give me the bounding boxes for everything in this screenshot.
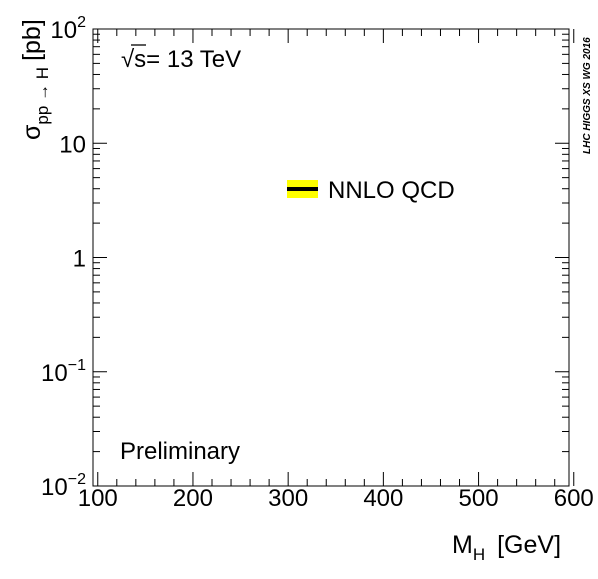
y-axis-title-symbol: σ — [18, 124, 46, 140]
y-axis-title-unit: [pb] — [18, 19, 46, 61]
y-tick-label-base: 10 — [41, 474, 68, 501]
energy-s: s — [134, 46, 146, 73]
energy-annotation: √s= 13 TeV — [121, 46, 241, 73]
x-tick-label: 200 — [173, 485, 213, 512]
x-axis-title: MH [GeV] — [452, 531, 561, 564]
y-tick-label-base: 10 — [41, 360, 68, 387]
y-tick-label: 102 — [50, 14, 86, 44]
y-tick-label-exponent: 2 — [77, 14, 86, 31]
energy-value: = 13 TeV — [146, 46, 241, 73]
x-axis-ticks: 100 200 300 400 500 600 — [78, 29, 594, 512]
x-tick-label: 500 — [459, 485, 499, 512]
y-tick-label: 10−1 — [41, 357, 86, 387]
y-tick-label-base: 1 — [73, 246, 86, 273]
y-tick-label-exponent: −2 — [68, 471, 86, 488]
x-axis-title-symbol: M — [452, 531, 473, 559]
y-tick-label-base: 10 — [59, 131, 86, 158]
y-tick-label: 10 — [59, 131, 86, 158]
y-tick-label: 1 — [73, 246, 86, 273]
y-axis-title: σpp → H [pb] — [18, 19, 52, 140]
legend: NNLO QCD — [287, 177, 455, 204]
y-axis-title-subscript: pp → H — [33, 67, 52, 125]
x-tick-label: 600 — [554, 485, 594, 512]
y-tick-label-base: 10 — [50, 17, 77, 44]
y-tick-label: 10−2 — [41, 471, 86, 501]
sqrt-symbol: √ — [121, 46, 135, 73]
plot-frame — [92, 28, 570, 487]
side-label: LHC HIGGS XS WG 2016 — [582, 37, 593, 154]
x-tick-label: 300 — [268, 485, 308, 512]
x-axis-title-subscript: H — [473, 545, 485, 564]
x-axis-title-unit: [GeV] — [497, 531, 561, 559]
x-tick-label: 100 — [78, 485, 118, 512]
preliminary-label: Preliminary — [120, 438, 240, 465]
legend-label: NNLO QCD — [328, 177, 455, 204]
y-tick-label-exponent: −1 — [68, 357, 86, 374]
x-tick-label: 400 — [363, 485, 403, 512]
